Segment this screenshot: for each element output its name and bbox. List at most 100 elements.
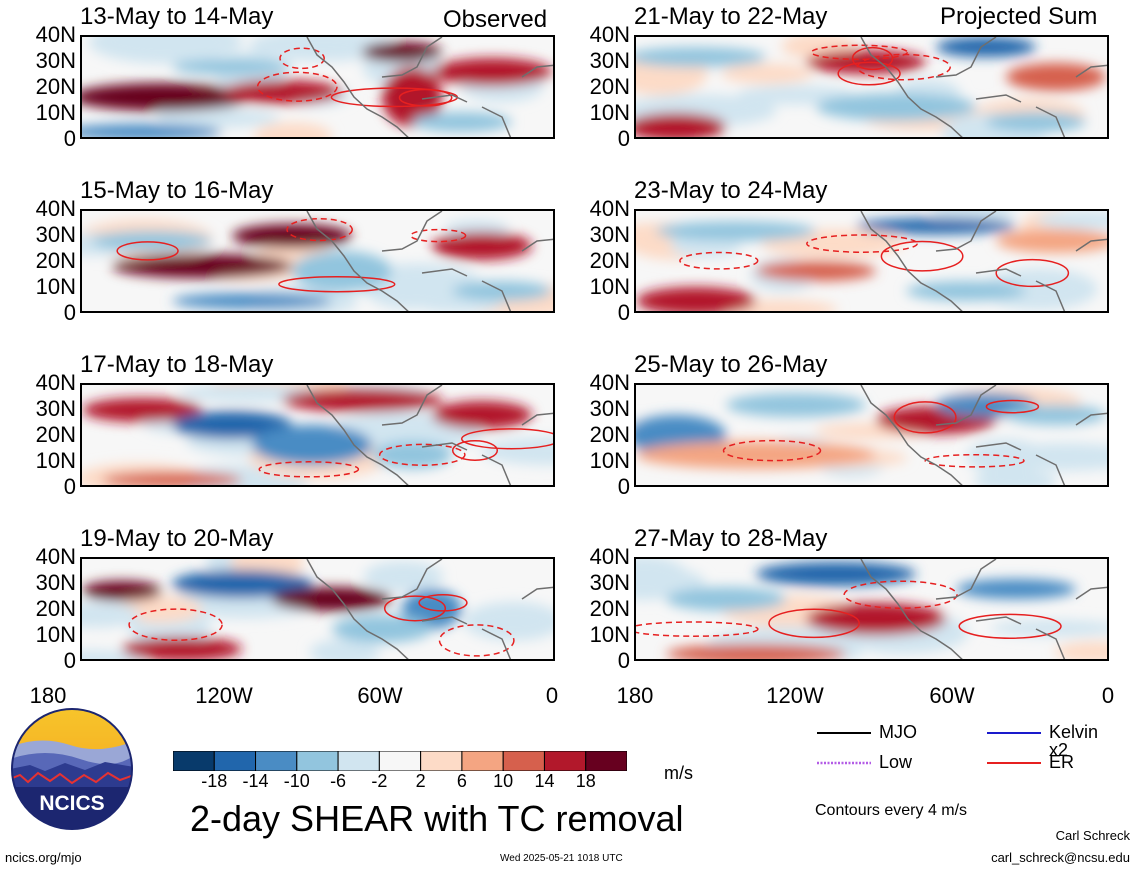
shear-anomaly-patch xyxy=(309,638,380,659)
colorbar-tick-label: -6 xyxy=(330,771,347,791)
latitude-label: 20N xyxy=(35,74,76,99)
colorbar-swatch xyxy=(213,750,257,772)
shear-anomaly-blob xyxy=(936,37,1036,57)
shear-anomaly-blob xyxy=(172,59,292,75)
colorbar-swatch xyxy=(296,750,339,772)
latitude-label: 40N xyxy=(589,544,630,569)
ncics-logo: NCICS xyxy=(10,707,134,831)
er-contour xyxy=(451,440,499,461)
colorbar-swatch xyxy=(337,750,380,772)
shear-anomaly-patch xyxy=(721,63,814,84)
shear-anomaly-blob xyxy=(956,579,1076,599)
legend-label-kelvin: Kelvin x2 xyxy=(1049,722,1099,760)
shear-anomaly-patch xyxy=(88,37,243,64)
coastline xyxy=(306,385,553,485)
coastline xyxy=(860,211,1107,311)
observed-map-panel-1 xyxy=(80,35,555,139)
shear-anomaly-blob xyxy=(82,398,202,422)
latitude-label: 10N xyxy=(589,622,630,647)
legend-label-er: ER xyxy=(1049,752,1075,772)
lon-label-120w-proj: 120W xyxy=(766,683,824,708)
latitude-label: 10N xyxy=(589,100,630,125)
colorbar-swatch xyxy=(543,750,587,772)
latitude-label: 40N xyxy=(35,196,76,221)
shear-anomaly-blob xyxy=(82,581,162,601)
colorbar-unit: m/s xyxy=(664,763,693,783)
shear-anomaly-blob xyxy=(996,229,1107,253)
er-contour xyxy=(418,593,468,612)
er-contour xyxy=(958,613,1062,639)
colorbar-tick-label: -18 xyxy=(201,771,228,791)
shear-anomaly-blob xyxy=(636,287,756,311)
ncics-logo-text: NCICS xyxy=(39,792,104,815)
figure-title: 2-day SHEAR with TC removal xyxy=(190,798,684,839)
shear-anomaly-blob xyxy=(1006,405,1106,425)
er-contour xyxy=(679,251,759,270)
er-contour xyxy=(279,47,325,70)
shear-anomaly-blob xyxy=(856,218,1016,234)
latitude-label: 40N xyxy=(589,22,630,47)
author-email[interactable]: carl_schreck@ncsu.edu xyxy=(991,850,1130,865)
shear-anomaly-blob xyxy=(986,112,1086,132)
shear-anomaly-blob xyxy=(636,441,876,469)
shear-anomaly-blob xyxy=(82,83,252,111)
shear-anomaly-blob xyxy=(102,472,242,485)
shear-anomaly-blob xyxy=(412,112,512,132)
latitude-label: 40N xyxy=(35,22,76,47)
shear-anomaly-blob xyxy=(252,425,372,465)
shear-anomaly-patch xyxy=(82,602,140,628)
latitude-label: 20N xyxy=(589,422,630,447)
shear-anomaly-blob xyxy=(636,113,726,137)
lon-label-0-proj: 0 xyxy=(1101,683,1115,708)
observed-map-panel-3 xyxy=(80,383,555,487)
shear-anomaly-blob xyxy=(432,232,532,260)
er-contour xyxy=(128,608,223,642)
latitude-label: 10N xyxy=(35,100,76,125)
colorbar-tick-label: -10 xyxy=(283,771,310,791)
website-link[interactable]: ncics.org/mjo xyxy=(5,850,82,865)
shear-anomaly-blob xyxy=(1006,63,1106,91)
latitude-label: 10N xyxy=(589,448,630,473)
shear-anomaly-blob xyxy=(172,411,292,439)
contour-note: Contours every 4 m/s xyxy=(815,802,968,819)
er-contour xyxy=(837,61,901,86)
latitude-label: 30N xyxy=(35,396,76,421)
latitude-label: 0 xyxy=(617,474,630,499)
shear-anomaly-patch xyxy=(974,469,1057,485)
latitude-label: 40N xyxy=(589,196,630,221)
latitude-label: 10N xyxy=(35,274,76,299)
latitude-label: 10N xyxy=(589,274,630,299)
latitude-label: 30N xyxy=(589,396,630,421)
er-contour xyxy=(985,399,1040,414)
er-contour xyxy=(378,443,466,466)
shear-anomaly-patch xyxy=(980,268,1098,310)
panel-title-obs-1: 13-May to 14-May xyxy=(80,3,274,30)
shear-anomaly-patch xyxy=(1054,641,1107,659)
latitude-label: 20N xyxy=(589,74,630,99)
lon-label-60w-proj: 60W xyxy=(929,683,975,708)
panel-title-proj-2: 23-May to 24-May xyxy=(634,177,828,204)
author-name: Carl Schreck xyxy=(1055,828,1130,843)
shear-anomaly-blob xyxy=(382,67,442,127)
latitude-label: 0 xyxy=(63,474,76,499)
shear-anomaly-patch xyxy=(737,85,854,105)
timestamp: Wed 2025-05-21 1018 UTC xyxy=(500,853,623,864)
colorbar-tick-label: 6 xyxy=(456,771,467,791)
shear-anomaly-blob xyxy=(636,47,766,67)
shear-anomaly-blob xyxy=(756,261,876,281)
latitude-label: 30N xyxy=(589,222,630,247)
shear-anomaly-blob xyxy=(112,254,292,278)
er-contour xyxy=(256,71,338,102)
shear-anomaly-blob xyxy=(82,124,222,137)
latitude-label: 30N xyxy=(589,48,630,73)
colorbar-tick-label: -2 xyxy=(371,771,388,791)
er-contour xyxy=(806,234,918,253)
shear-anomaly-blob xyxy=(756,562,916,586)
latitude-label: 30N xyxy=(35,222,76,247)
projected-map-panel-4 xyxy=(634,557,1109,661)
shear-anomaly-blob xyxy=(292,251,392,291)
projected-map-panel-3 xyxy=(634,383,1109,487)
shear-anomaly-blob xyxy=(656,221,816,241)
shear-anomaly-blob xyxy=(172,293,332,309)
shear-anomaly-blob xyxy=(432,401,532,429)
